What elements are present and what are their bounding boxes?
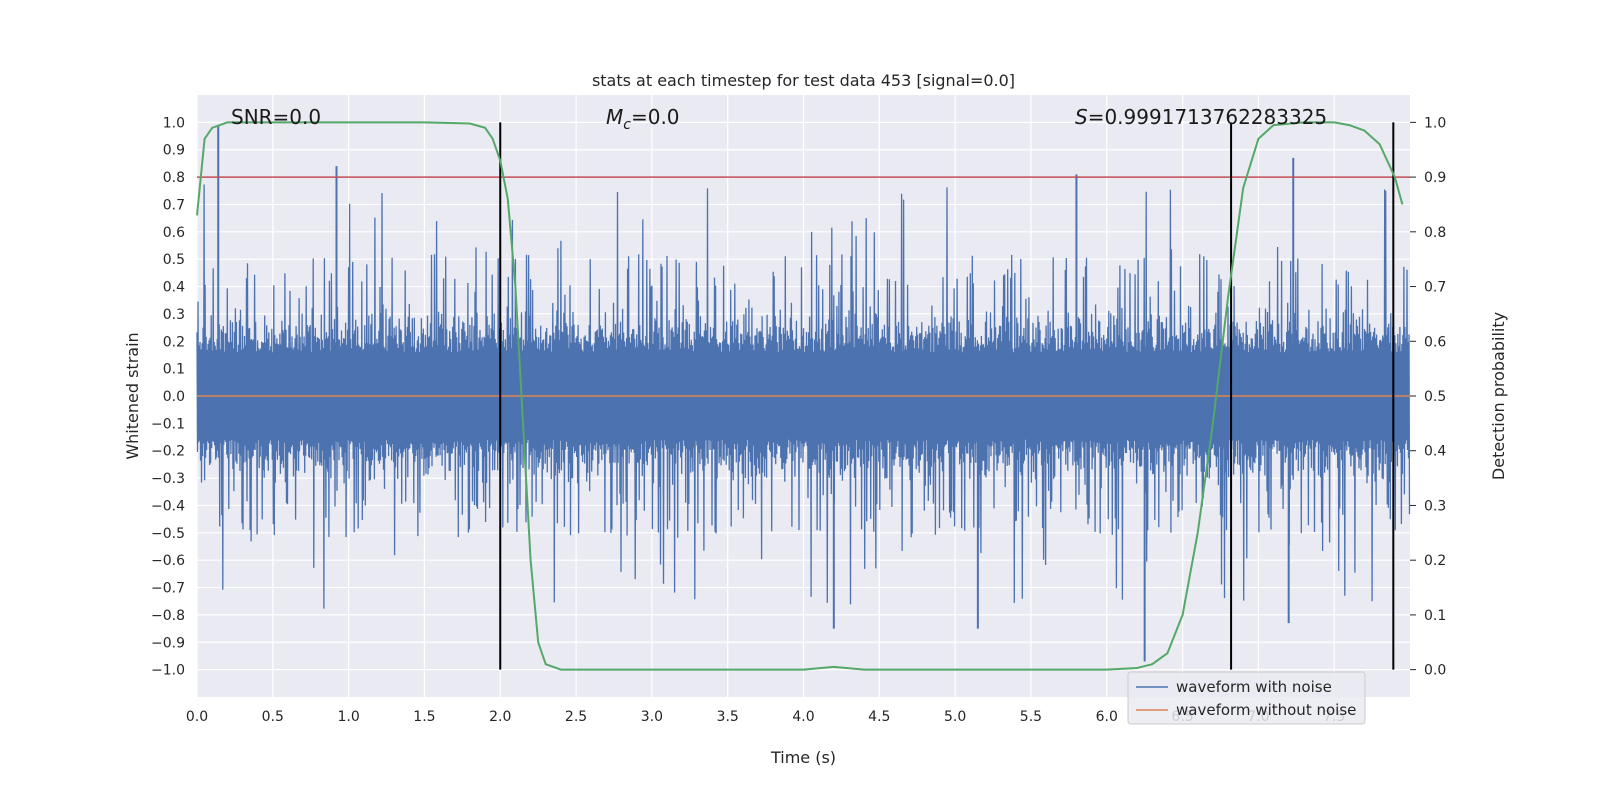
y-tick-label-left: 0.2 bbox=[163, 334, 185, 350]
y-tick-label-left: −0.6 bbox=[151, 553, 185, 569]
y-tick-label-left: −0.1 bbox=[151, 416, 185, 432]
y-tick-label-right: 0.3 bbox=[1424, 498, 1446, 514]
x-tick-label: 1.0 bbox=[337, 709, 359, 725]
x-tick-label: 0.5 bbox=[262, 709, 284, 725]
y-tick-label-right: 0.0 bbox=[1424, 663, 1446, 679]
score-annotation: S=0.9991713762283325 bbox=[1075, 105, 1327, 129]
legend-box bbox=[1127, 671, 1366, 725]
x-axis-label: Time (s) bbox=[770, 748, 836, 767]
x-tick-label: 0.0 bbox=[186, 709, 208, 725]
y-tick-label-right: 0.1 bbox=[1424, 608, 1446, 624]
y-tick-label-left: 0.5 bbox=[163, 252, 185, 268]
legend-label-clean: waveform without noise bbox=[1176, 701, 1356, 719]
y-tick-label-left: 1.0 bbox=[163, 115, 185, 131]
x-tick-label: 6.0 bbox=[1096, 709, 1118, 725]
noise-waveform-series bbox=[196, 125, 1411, 662]
x-tick-label: 3.5 bbox=[717, 709, 739, 725]
y-tick-label-left: −0.3 bbox=[151, 471, 185, 487]
detection-probability-line bbox=[196, 121, 1404, 671]
y-axis-label-right: Detection probability bbox=[1489, 312, 1508, 480]
x-tick-label: 3.0 bbox=[641, 709, 663, 725]
ticks: 0.00.51.01.52.02.53.03.54.04.55.05.56.06… bbox=[151, 115, 1446, 725]
x-tick-label: 1.5 bbox=[413, 709, 435, 725]
y-tick-label-left: 0.6 bbox=[163, 225, 185, 241]
y-tick-label-right: 0.9 bbox=[1424, 170, 1446, 186]
s-symbol: S bbox=[1075, 105, 1088, 129]
y-tick-label-left: 0.8 bbox=[163, 170, 185, 186]
y-tick-label-right: 0.2 bbox=[1424, 553, 1446, 569]
chirp-mass-annotation: Mc=0.0 bbox=[606, 105, 680, 133]
snr-annotation: SNR=0.0 bbox=[231, 105, 321, 129]
overlay-series bbox=[196, 121, 1410, 671]
y-tick-label-right: 0.7 bbox=[1424, 280, 1446, 296]
x-tick-label: 2.5 bbox=[565, 709, 587, 725]
y-tick-label-right: 0.8 bbox=[1424, 225, 1446, 241]
y-tick-label-left: 0.0 bbox=[163, 389, 185, 405]
y-tick-label-left: −0.8 bbox=[151, 608, 185, 624]
y-tick-label-right: 1.0 bbox=[1424, 115, 1446, 131]
mc-value: =0.0 bbox=[631, 105, 680, 129]
legend-label-noise: waveform with noise bbox=[1176, 678, 1332, 696]
y-tick-label-left: 0.4 bbox=[163, 280, 185, 296]
mc-symbol: M bbox=[606, 105, 623, 129]
y-tick-label-left: −0.5 bbox=[151, 526, 185, 542]
chart-title: stats at each timestep for test data 453… bbox=[592, 71, 1015, 90]
y-tick-label-right: 0.4 bbox=[1424, 444, 1446, 460]
y-tick-label-right: 0.6 bbox=[1424, 334, 1446, 350]
y-tick-label-left: −0.4 bbox=[151, 498, 185, 514]
y-tick-label-right: 0.5 bbox=[1424, 389, 1446, 405]
s-value: =0.9991713762283325 bbox=[1088, 105, 1327, 129]
x-tick-label: 2.0 bbox=[489, 709, 511, 725]
y-tick-label-left: −0.9 bbox=[151, 635, 185, 651]
mc-subscript: c bbox=[623, 117, 631, 133]
legend: waveform with noise waveform without noi… bbox=[1127, 671, 1366, 725]
y-tick-label-left: 0.3 bbox=[163, 307, 185, 323]
x-tick-label: 4.5 bbox=[868, 709, 890, 725]
x-tick-label: 4.0 bbox=[792, 709, 814, 725]
x-tick-label: 5.5 bbox=[1020, 709, 1042, 725]
y-tick-label-left: 0.7 bbox=[163, 197, 185, 213]
x-tick-label: 5.0 bbox=[944, 709, 966, 725]
y-tick-label-left: −0.2 bbox=[151, 444, 185, 460]
y-tick-label-left: −0.7 bbox=[151, 581, 185, 597]
y-tick-label-left: 0.9 bbox=[163, 143, 185, 159]
y-axis-label-left: Whitened strain bbox=[123, 332, 142, 459]
y-tick-label-left: 0.1 bbox=[163, 362, 185, 378]
y-tick-label-left: −1.0 bbox=[151, 663, 185, 679]
